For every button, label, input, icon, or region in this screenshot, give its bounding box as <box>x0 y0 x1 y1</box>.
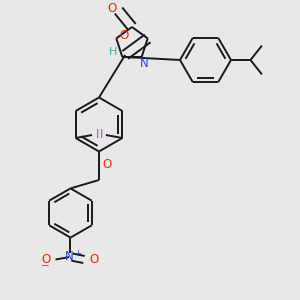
Text: N: N <box>140 57 149 70</box>
Text: O: O <box>102 158 111 172</box>
Text: +: + <box>74 249 80 258</box>
Text: O: O <box>108 2 117 16</box>
Text: I: I <box>96 128 100 141</box>
Text: O: O <box>41 253 50 266</box>
Text: N: N <box>64 250 74 263</box>
Text: H: H <box>109 47 117 57</box>
Text: −: − <box>41 261 50 272</box>
Text: I: I <box>99 128 103 141</box>
Text: O: O <box>119 29 128 42</box>
Text: O: O <box>89 253 98 266</box>
